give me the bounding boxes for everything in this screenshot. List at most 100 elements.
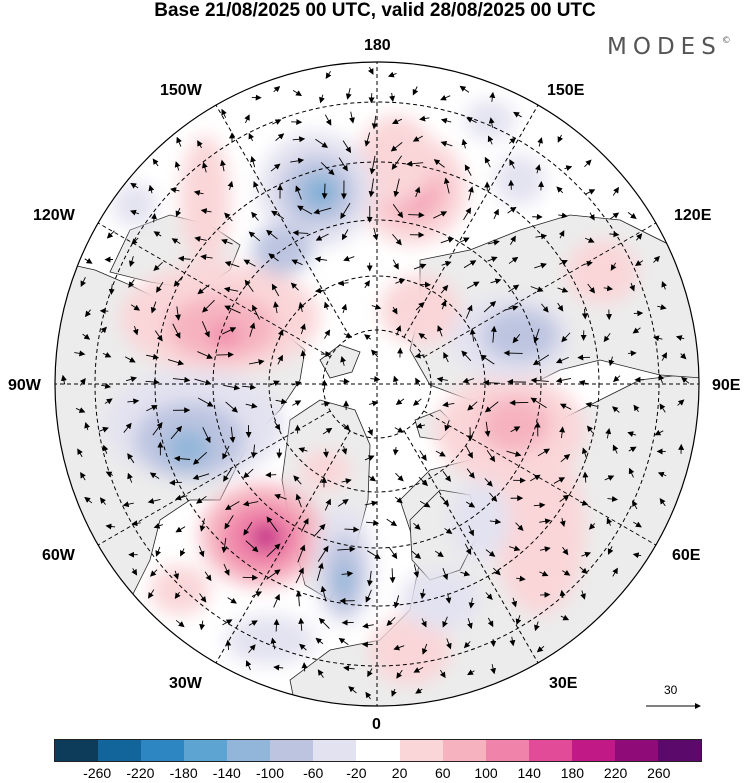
wind-arrow xyxy=(224,212,233,222)
wind-arrow xyxy=(200,254,213,261)
wind-arrow xyxy=(485,592,493,601)
lon-label-60e: 60E xyxy=(672,547,701,564)
wind-arrow xyxy=(490,325,497,343)
wind-arrow xyxy=(530,377,549,384)
lon-label-0: 0 xyxy=(372,716,381,733)
wind-arrow xyxy=(484,156,491,168)
wind-arrow xyxy=(605,427,612,439)
wind-arrow xyxy=(533,502,546,509)
wind-arrow xyxy=(445,638,452,650)
wind-arrow xyxy=(391,118,403,124)
wind-arrow xyxy=(202,299,215,313)
wind-arrow xyxy=(174,591,181,600)
wind-arrow xyxy=(275,133,285,141)
wind-arrow xyxy=(489,492,498,502)
wind-arrow xyxy=(463,260,477,269)
wind-arrow xyxy=(442,471,451,482)
wind-arrow xyxy=(199,593,207,603)
colorbar-tick-label: 260 xyxy=(647,765,671,781)
wind-arrow xyxy=(192,473,210,480)
wind-arrow xyxy=(389,92,396,102)
wind-arrow xyxy=(173,455,191,462)
wind-arrow xyxy=(315,138,329,148)
wind-arrow xyxy=(337,499,349,507)
wind-arrow xyxy=(487,617,494,628)
wind-arrow xyxy=(414,186,421,198)
wind-arrow xyxy=(298,301,305,312)
wind-arrow xyxy=(509,636,516,647)
lon-label-120w: 120W xyxy=(33,207,75,224)
wind-arrow xyxy=(250,444,257,459)
wind-arrow xyxy=(244,114,250,124)
wind-arrow xyxy=(324,329,331,339)
wind-arrow xyxy=(248,231,261,242)
wind-arrow xyxy=(513,111,522,118)
wind-arrow xyxy=(248,620,258,626)
wind-arrow xyxy=(412,86,419,96)
wind-arrow xyxy=(463,207,472,220)
wind-arrow xyxy=(536,645,545,653)
wind-arrow xyxy=(271,210,285,220)
wind-arrow xyxy=(367,550,381,560)
wind-arrow xyxy=(273,301,279,314)
wind-arrow xyxy=(392,233,402,246)
wind-arrow xyxy=(444,420,451,432)
wind-arrow xyxy=(629,282,635,292)
wind-arrow xyxy=(445,593,452,604)
wind-arrow xyxy=(677,399,685,406)
colorbar-segment xyxy=(55,740,99,761)
wind-arrow xyxy=(343,255,355,262)
wind-arrow xyxy=(323,301,330,310)
wind-arrow xyxy=(393,595,400,609)
wind-arrow xyxy=(415,422,426,429)
wind-arrow xyxy=(461,138,468,149)
wind-arrow xyxy=(489,518,502,525)
wind-arrow xyxy=(202,161,208,173)
wind-arrow xyxy=(221,108,227,118)
wind-arrow xyxy=(628,467,635,478)
wind-arrow xyxy=(369,400,379,407)
wind-arrow xyxy=(459,237,470,244)
wind-arrow xyxy=(274,421,281,431)
wind-arrow xyxy=(484,478,493,487)
wind-arrow xyxy=(485,549,496,557)
wind-arrow xyxy=(365,589,372,603)
reference-vector-label: 30 xyxy=(664,683,678,697)
wind-arrow xyxy=(201,321,210,338)
wind-arrow xyxy=(393,375,399,385)
wind-arrow xyxy=(324,114,332,126)
wind-arrow xyxy=(462,377,475,384)
wind-arrow xyxy=(419,450,427,461)
wind-arrow xyxy=(148,589,155,599)
wind-arrow xyxy=(412,135,423,142)
wind-arrow xyxy=(177,255,191,262)
wind-arrow xyxy=(266,516,278,532)
lon-label-180: 180 xyxy=(364,37,391,54)
wind-arrow xyxy=(175,526,186,533)
wind-arrow xyxy=(316,562,324,581)
wind-arrow xyxy=(392,204,404,219)
colorbar-tick-label: -220 xyxy=(126,765,155,781)
wind-arrow xyxy=(245,402,258,409)
wind-arrow xyxy=(370,376,381,382)
wind-arrow xyxy=(627,212,637,219)
wind-arrow xyxy=(421,618,427,628)
wind-arrow xyxy=(364,500,378,507)
meridian-line xyxy=(403,104,539,338)
wind-arrow xyxy=(394,496,403,504)
colorbar-tick-label: 140 xyxy=(517,765,541,781)
wind-arrow xyxy=(344,526,360,533)
wind-arrow xyxy=(440,237,455,244)
wind-arrow xyxy=(560,614,570,621)
wind-arrow xyxy=(532,354,550,366)
wind-arrow xyxy=(77,448,83,458)
wind-arrow xyxy=(108,284,115,296)
wind-arrow xyxy=(337,546,356,553)
wind-arrow xyxy=(174,306,181,321)
wind-arrow xyxy=(193,190,204,196)
wind-arrow xyxy=(365,691,372,700)
wind-arrow xyxy=(559,589,566,599)
wind-arrow xyxy=(466,618,473,630)
wind-arrow xyxy=(681,376,690,384)
